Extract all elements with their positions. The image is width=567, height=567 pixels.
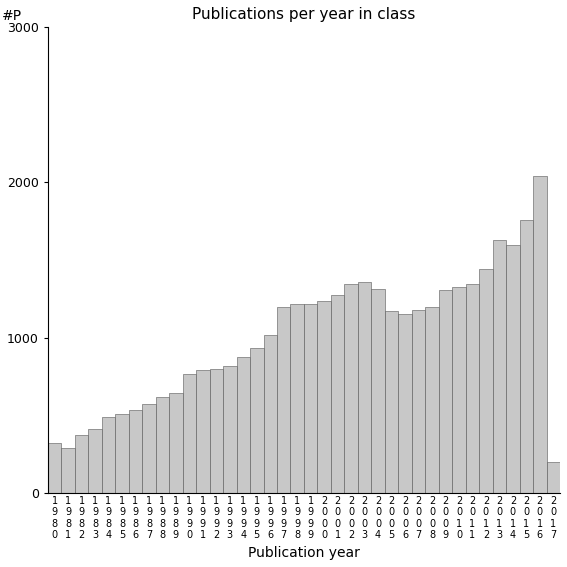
Bar	[61, 448, 75, 493]
Bar	[452, 287, 466, 493]
Bar	[304, 304, 318, 493]
Title: Publications per year in class: Publications per year in class	[192, 7, 416, 22]
Bar	[223, 366, 236, 493]
Bar	[344, 284, 358, 493]
Y-axis label: #P: #P	[2, 9, 22, 23]
Bar	[196, 370, 210, 493]
Bar	[331, 295, 344, 493]
Bar	[479, 269, 493, 493]
Bar	[290, 304, 304, 493]
Bar	[142, 404, 156, 493]
Bar	[425, 307, 439, 493]
Bar	[358, 282, 371, 493]
Bar	[129, 410, 142, 493]
Bar	[277, 307, 290, 493]
Bar	[398, 315, 412, 493]
Bar	[183, 374, 196, 493]
Bar	[412, 310, 425, 493]
Bar	[156, 397, 169, 493]
Bar	[115, 414, 129, 493]
Bar	[210, 369, 223, 493]
X-axis label: Publication year: Publication year	[248, 546, 360, 560]
Bar	[75, 435, 88, 493]
Bar	[236, 357, 250, 493]
Bar	[169, 393, 183, 493]
Bar	[48, 443, 61, 493]
Bar	[264, 335, 277, 493]
Bar	[385, 311, 398, 493]
Bar	[88, 429, 101, 493]
Bar	[318, 301, 331, 493]
Bar	[506, 246, 519, 493]
Bar	[493, 240, 506, 493]
Bar	[466, 284, 479, 493]
Bar	[547, 462, 560, 493]
Bar	[439, 290, 452, 493]
Bar	[250, 348, 264, 493]
Bar	[371, 289, 385, 493]
Bar	[101, 417, 115, 493]
Bar	[533, 176, 547, 493]
Bar	[519, 220, 533, 493]
